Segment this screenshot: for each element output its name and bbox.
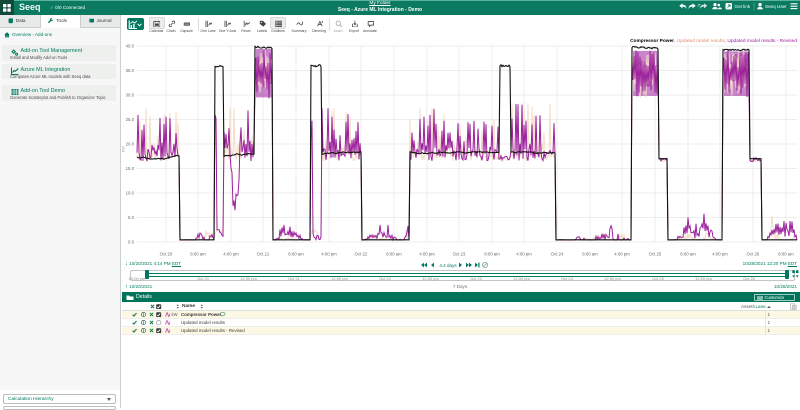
svg-text:Oct 24: Oct 24 <box>551 251 564 256</box>
svg-text:8:00 am: 8:00 am <box>386 251 402 256</box>
svg-text:4:00 pm: 4:00 pm <box>419 251 435 256</box>
svg-text:4:00 pm: 4:00 pm <box>321 251 337 256</box>
svg-text:20.0: 20.0 <box>126 142 135 147</box>
svg-text:15.0: 15.0 <box>126 166 135 171</box>
svg-text:8:00 am: 8:00 am <box>680 251 696 256</box>
svg-text:25.0: 25.0 <box>126 117 135 122</box>
svg-text:4:00 pm: 4:00 pm <box>614 251 630 256</box>
svg-text:8:00 am: 8:00 am <box>484 251 500 256</box>
svg-text:8:00 am: 8:00 am <box>288 251 304 256</box>
svg-text:Get link: Get link <box>735 4 751 9</box>
svg-text:35.0: 35.0 <box>126 68 135 73</box>
svg-text:4.4 days: 4.4 days <box>439 263 457 268</box>
svg-text:kW: kW <box>122 146 126 152</box>
svg-text:40.0: 40.0 <box>126 44 135 49</box>
svg-text:Oct 20: Oct 20 <box>160 251 173 256</box>
svg-text:Oct 26: Oct 26 <box>747 251 760 256</box>
svg-text:Compressor Power, Updated mode: Compressor Power, Updated model results,… <box>630 38 797 44</box>
svg-text:8:00 am: 8:00 am <box>582 251 598 256</box>
svg-text:4:00 pm: 4:00 pm <box>712 251 728 256</box>
svg-text:10.0: 10.0 <box>126 191 135 196</box>
svg-text:Oct 22: Oct 22 <box>355 251 368 256</box>
svg-text:0.0: 0.0 <box>128 240 135 245</box>
svg-text:5.0: 5.0 <box>128 215 135 220</box>
svg-text:4:00 pm: 4:00 pm <box>223 251 239 256</box>
svg-text:8:00 am: 8:00 am <box>778 251 794 256</box>
svg-text:Seeq User: Seeq User <box>765 4 787 9</box>
svg-text:30.0: 30.0 <box>126 93 135 98</box>
svg-text:4:00 pm: 4:00 pm <box>516 251 532 256</box>
svg-text:Oct 21: Oct 21 <box>257 251 270 256</box>
svg-text:Oct 25: Oct 25 <box>649 251 662 256</box>
svg-text:8:00 am: 8:00 am <box>190 251 206 256</box>
svg-text:Oct 23: Oct 23 <box>453 251 466 256</box>
